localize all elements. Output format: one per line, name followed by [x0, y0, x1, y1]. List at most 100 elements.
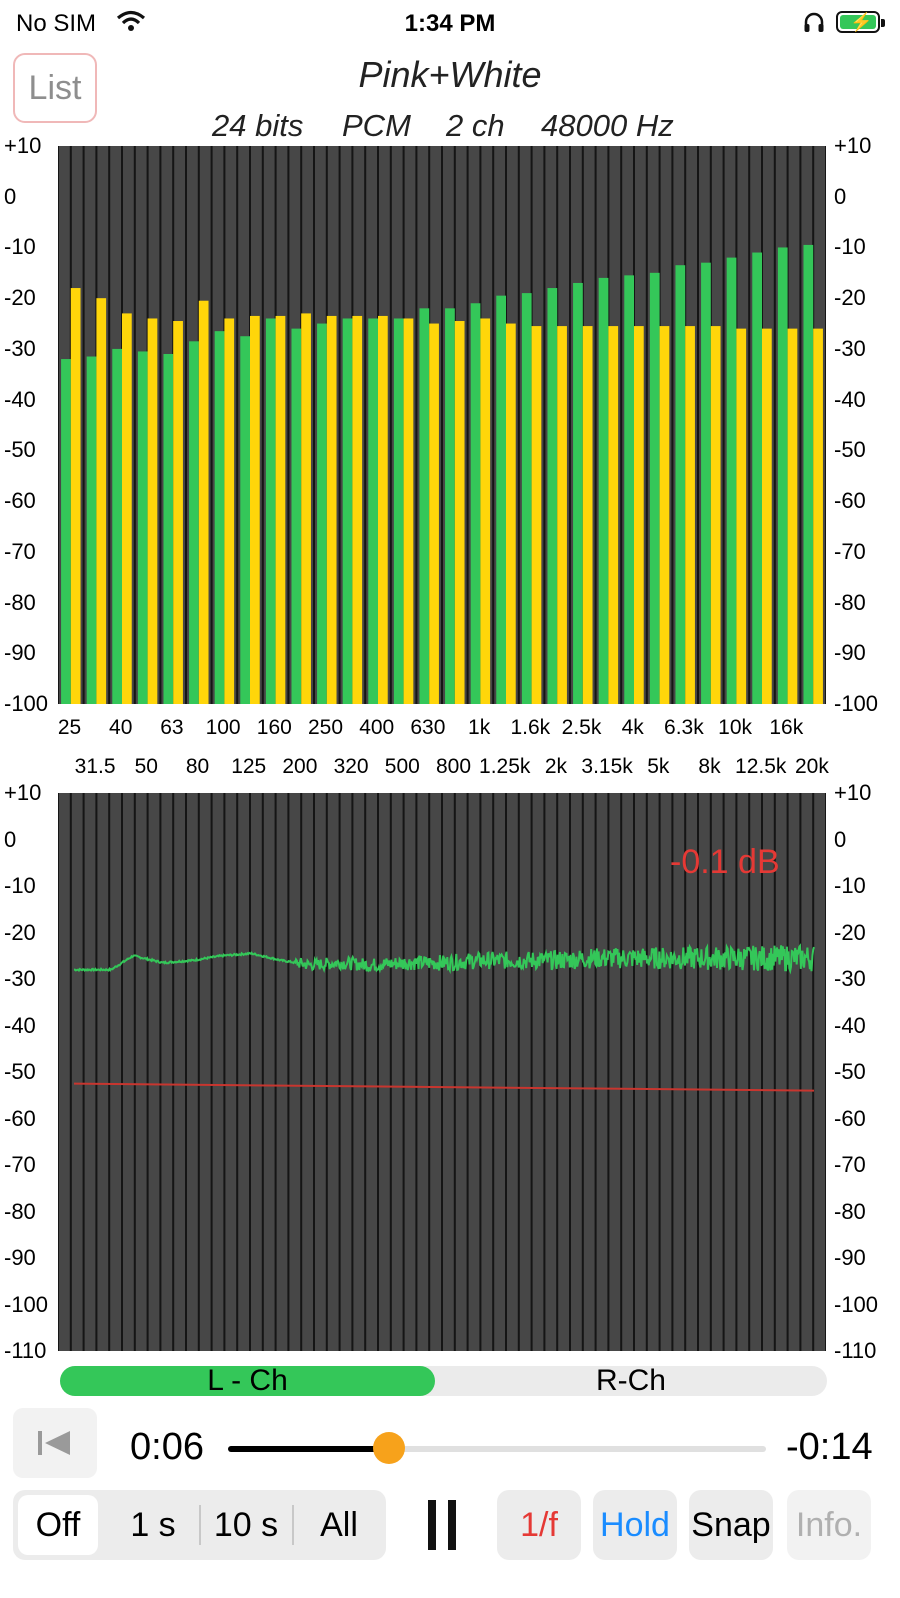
- band-x-tick-label: 10k: [718, 716, 753, 739]
- band-bar-green: [163, 353, 174, 704]
- seek-track[interactable]: [228, 1446, 766, 1452]
- list-button[interactable]: List: [13, 53, 97, 123]
- avg-10s-option[interactable]: 10 s: [213, 1505, 279, 1544]
- band-x-tick-label: 200: [282, 755, 318, 778]
- band-x-tick-label: 250: [307, 716, 344, 739]
- band-bar-yellow: [301, 313, 311, 704]
- spectrum-y-tick-label: -70: [4, 1152, 36, 1177]
- band-bar-green: [61, 359, 71, 704]
- band-y-tick-label: -100: [4, 691, 49, 716]
- band-bar-green: [419, 308, 430, 704]
- band-bar-green: [214, 331, 225, 704]
- seek-thumb[interactable]: [373, 1432, 406, 1464]
- wifi-icon: [116, 10, 146, 31]
- band-y-tick-label: +10: [834, 133, 872, 158]
- band-y-tick-label: -70: [834, 538, 866, 564]
- band-y-tick-label: -40: [4, 386, 36, 412]
- band-y-tick-label: -20: [4, 285, 36, 311]
- spectrum-y-tick-label: -70: [834, 1152, 866, 1177]
- band-x-tick-label: 4k: [621, 716, 644, 739]
- band-bar-green: [368, 318, 378, 704]
- band-bar-yellow: [454, 321, 465, 704]
- avg-divider: [292, 1505, 294, 1545]
- band-bar-green: [470, 303, 481, 704]
- band-bar-yellow: [378, 315, 388, 704]
- spectrum-y-tick-label: -20: [4, 919, 36, 945]
- avg-divider: [199, 1505, 201, 1545]
- band-bar-yellow: [659, 326, 670, 704]
- band-bar-yellow: [685, 326, 695, 704]
- band-bar-yellow: [736, 328, 747, 704]
- band-y-tick-label: -50: [834, 437, 866, 463]
- left-channel-segment[interactable]: L - Ch: [60, 1364, 435, 1397]
- band-bar-yellow: [224, 318, 235, 704]
- band-bar-green: [112, 348, 122, 704]
- format-channels: 2 ch: [446, 108, 505, 143]
- band-bar-yellow: [813, 328, 823, 704]
- band-bar-green: [86, 356, 97, 704]
- spectrum-y-tick-label: -20: [834, 919, 866, 945]
- band-bar-green: [521, 293, 532, 704]
- band-y-tick-label: -60: [834, 488, 866, 514]
- pink-weight-button[interactable]: 1/f: [497, 1490, 581, 1560]
- remaining-time: -0:14: [786, 1426, 873, 1468]
- band-bar-green: [137, 351, 148, 704]
- band-x-tick-label: 800: [435, 755, 472, 778]
- info-button[interactable]: Info.: [787, 1490, 871, 1560]
- seek-progress: [228, 1446, 390, 1452]
- spectrum-chart: [58, 793, 826, 1351]
- band-x-tick-label: 630: [410, 716, 446, 739]
- spectrum-y-tick-label: -100: [4, 1291, 49, 1317]
- pause-button[interactable]: [428, 1500, 458, 1550]
- band-bar-yellow: [70, 288, 81, 704]
- band-bar-yellow: [506, 323, 516, 704]
- band-x-tick-label: 160: [256, 716, 292, 739]
- band-x-tick-label: 50: [134, 755, 158, 778]
- band-x-tick-label: 63: [160, 716, 184, 739]
- band-y-tick-label: -30: [834, 335, 866, 361]
- band-bar-green: [726, 257, 737, 704]
- band-bar-yellow: [762, 328, 772, 704]
- spectrum-y-tick-label: +10: [834, 780, 872, 805]
- band-x-tick-label: 25: [57, 716, 82, 739]
- spectrum-y-tick-label: -110: [834, 1338, 877, 1363]
- band-bar-yellow: [787, 328, 798, 704]
- right-channel-segment[interactable]: R-Ch: [595, 1364, 666, 1397]
- band-y-tick-label: -90: [834, 640, 866, 666]
- band-bar-yellow: [582, 326, 593, 704]
- band-x-tick-label: 16k: [769, 716, 804, 739]
- band-bar-green: [752, 252, 762, 704]
- spectrum-y-tick-label: +10: [4, 780, 42, 805]
- spectrum-y-tick-label: -10: [834, 873, 866, 898]
- band-x-tick-label: 5k: [647, 755, 670, 778]
- skip-back-button[interactable]: [13, 1408, 97, 1478]
- spectrum-y-tick-label: -90: [834, 1245, 866, 1270]
- band-x-tick-label: 1k: [468, 716, 491, 739]
- band-y-tick-label: -80: [834, 589, 866, 615]
- band-y-tick-label: 0: [4, 183, 17, 209]
- band-bar-green: [265, 318, 276, 704]
- band-y-tick-label: -70: [4, 538, 36, 564]
- spectrum-y-tick-label: -90: [4, 1245, 36, 1270]
- hold-button[interactable]: Hold: [593, 1490, 677, 1560]
- spectrum-y-tick-label: -10: [4, 873, 36, 898]
- band-x-tick-label: 500: [384, 755, 420, 778]
- band-bar-yellow: [326, 315, 337, 704]
- band-bar-yellow: [531, 326, 542, 704]
- band-bar-green: [598, 277, 609, 704]
- pause-icon: [428, 1500, 436, 1550]
- avg-all-option[interactable]: All: [320, 1505, 358, 1544]
- band-bar-yellow: [250, 315, 260, 704]
- band-y-tick-label: +10: [4, 133, 42, 158]
- avg-off-option[interactable]: Off: [18, 1495, 98, 1555]
- snap-button[interactable]: Snap: [689, 1490, 773, 1560]
- band-y-tick-label: -50: [4, 437, 36, 463]
- band-bar-green: [496, 295, 506, 704]
- band-y-tick-label: -80: [4, 589, 36, 615]
- spectrum-y-tick-label: -40: [834, 1012, 866, 1038]
- band-x-tick-label: 2k: [544, 755, 567, 778]
- band-bar-yellow: [173, 321, 183, 704]
- headphones-icon: [804, 12, 824, 32]
- avg-1s-option[interactable]: 1 s: [130, 1505, 176, 1544]
- band-bar-green: [240, 336, 250, 704]
